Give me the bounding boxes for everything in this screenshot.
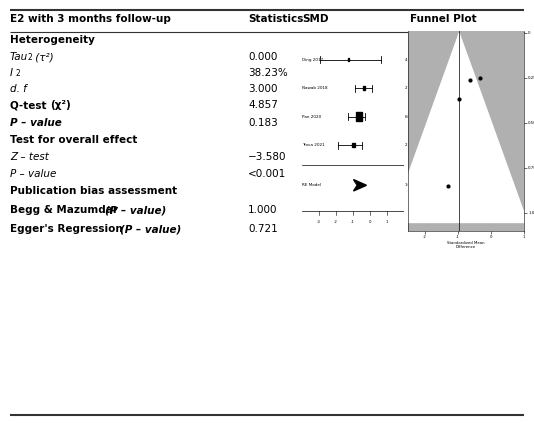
Bar <box>348 58 349 61</box>
Text: Statistics: Statistics <box>248 14 303 24</box>
Text: Z – test: Z – test <box>10 152 49 162</box>
Text: Nawab 2018: Nawab 2018 <box>302 86 328 90</box>
Polygon shape <box>354 180 366 191</box>
Text: 4.11%  -1.28(-2.93,0.62): 4.11% -1.28(-2.93,0.62) <box>405 58 453 62</box>
Text: (P – value): (P – value) <box>105 205 166 215</box>
Text: 1: 1 <box>386 220 388 224</box>
Text: Q-test: Q-test <box>10 100 50 110</box>
Text: -2: -2 <box>334 220 338 224</box>
Text: 23.62%  -0.97(-1.91,-0.48): 23.62% -0.97(-1.91,-0.48) <box>405 143 457 147</box>
Text: Publication bias assessment: Publication bias assessment <box>10 186 177 196</box>
Text: −3.580: −3.580 <box>248 152 287 162</box>
Text: Funnel Plot: Funnel Plot <box>410 14 477 24</box>
Text: 4.857: 4.857 <box>248 100 278 110</box>
Text: 0: 0 <box>369 220 371 224</box>
Text: -1: -1 <box>351 220 355 224</box>
Text: P – value: P – value <box>10 169 57 179</box>
Text: E2 with 3 months follow-up: E2 with 3 months follow-up <box>10 14 171 24</box>
Text: 60.77%  -0.63(-1.31,-0.28): 60.77% -0.63(-1.31,-0.28) <box>405 115 457 119</box>
Text: (τ²): (τ²) <box>32 52 53 62</box>
Text: 22.09%  -0.33(-0.88,0.12): 22.09% -0.33(-0.88,0.12) <box>405 86 456 90</box>
Bar <box>352 143 355 147</box>
Text: (P – value): (P – value) <box>120 224 181 234</box>
Text: 0.000: 0.000 <box>248 52 277 62</box>
Text: 0.183: 0.183 <box>248 118 278 128</box>
Text: Egger's Regression: Egger's Regression <box>10 224 127 234</box>
Text: Trova 2021: Trova 2021 <box>302 143 325 147</box>
Text: I: I <box>10 68 13 78</box>
Text: (χ²): (χ²) <box>50 100 70 110</box>
Text: 100.00%  -0.97(-0.75,-0.21): 100.00% -0.97(-0.75,-0.21) <box>405 183 459 187</box>
Text: 1.000: 1.000 <box>248 205 278 215</box>
Text: <0.001: <0.001 <box>248 169 286 179</box>
Text: 3.000: 3.000 <box>248 84 278 94</box>
Text: 0.721: 0.721 <box>248 224 278 234</box>
Text: Pan 2020: Pan 2020 <box>302 115 321 119</box>
Text: Ding 2017: Ding 2017 <box>302 58 323 62</box>
Text: Tau: Tau <box>10 52 28 62</box>
X-axis label: Standardized Mean
Difference: Standardized Mean Difference <box>447 241 485 249</box>
Text: P – value: P – value <box>10 118 62 128</box>
Text: SMD: SMD <box>302 14 328 24</box>
Text: -3: -3 <box>317 220 321 224</box>
Text: Heterogeneity: Heterogeneity <box>10 35 95 45</box>
Bar <box>363 86 365 90</box>
Text: 2: 2 <box>16 69 21 78</box>
Text: Test for overall effect: Test for overall effect <box>10 135 137 145</box>
Text: 2: 2 <box>27 53 32 62</box>
Text: Begg & Mazumdar: Begg & Mazumdar <box>10 205 122 215</box>
Bar <box>357 112 362 121</box>
Text: RE Model: RE Model <box>302 183 321 187</box>
Text: 38.23%: 38.23% <box>248 68 288 78</box>
Text: d. f: d. f <box>10 84 27 94</box>
